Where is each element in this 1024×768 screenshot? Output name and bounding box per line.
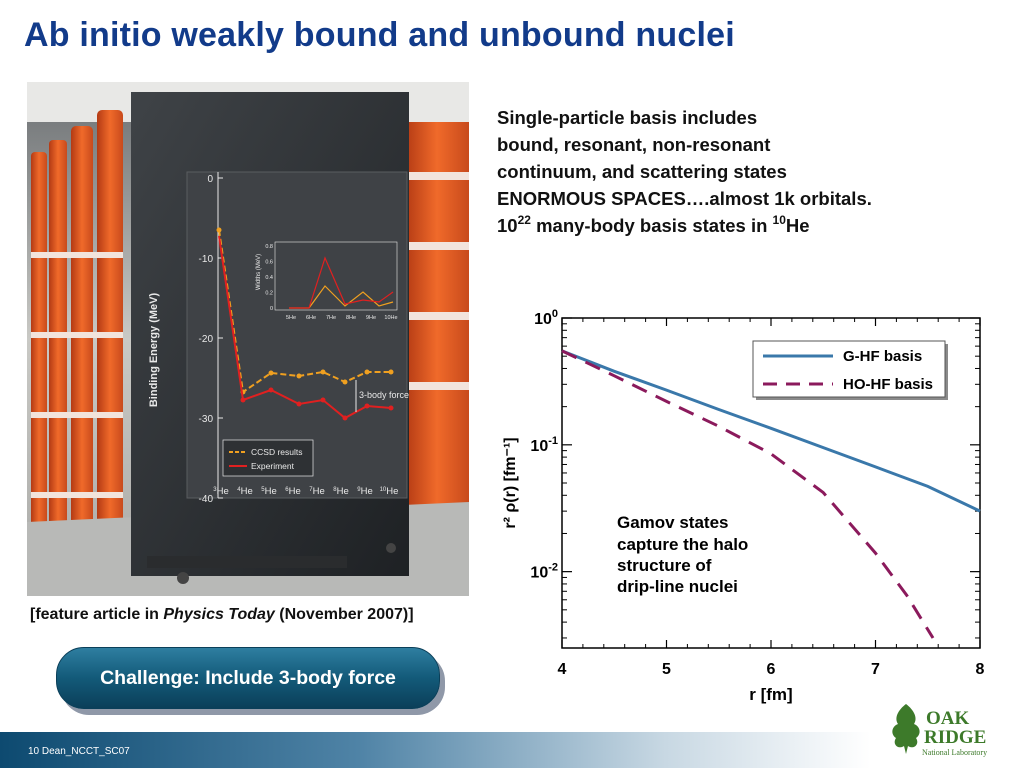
- basis-exponent: 22: [517, 213, 531, 227]
- inner-x-tick-label: 9He: [366, 315, 376, 321]
- inner-x-tick-label: 8He: [346, 315, 356, 321]
- inset-y-tick-label: 0: [207, 174, 213, 185]
- inset-y-tick-label: -20: [199, 334, 214, 345]
- slide-title: Ab initio weakly bound and unbound nucle…: [24, 16, 735, 54]
- inset-x-tick-label: 9He: [357, 486, 373, 497]
- inner-y-tick-label: 0.2: [265, 291, 273, 297]
- cabinet-wheel: [177, 572, 189, 584]
- annotation-line: drip-line nuclei: [617, 577, 738, 596]
- basis-states-line: 1022 many-body basis states in 10He: [497, 212, 872, 242]
- inner-x-ticks: 5He 6He 7He 8He 9He 10He: [286, 315, 398, 321]
- three-body-annotation: 3-body force: [359, 390, 409, 400]
- challenge-button: Challenge: Include 3-body force: [56, 647, 440, 709]
- gamov-annotation: Gamov states capture the halo structure …: [617, 513, 748, 596]
- x-tick-label: 6: [767, 661, 776, 678]
- density-chart: 4 5 6 7 8 100 10-1 10-2 G-HF basis HO-HF basis…: [502, 308, 985, 704]
- logo-text-ridge: RIDGE: [924, 727, 986, 748]
- inner-x-tick-label: 6He: [306, 315, 316, 321]
- x-tick-label: 5: [662, 661, 671, 678]
- basis-prefix: 10: [497, 215, 518, 236]
- y-tick-label: 100: [534, 308, 558, 328]
- axis-ticks: [561, 317, 981, 648]
- x-axis-label: r [fm]: [749, 685, 792, 704]
- inset-ylabel: Binding Energy (MeV): [148, 293, 160, 408]
- basis-description: Single-particle basis includes bound, re…: [497, 104, 872, 242]
- legend-g-hf-label: G-HF basis: [843, 348, 922, 365]
- cabinet-base: [147, 556, 347, 568]
- nucleus-mass: 10: [772, 213, 786, 227]
- inset-y-tick-label: -10: [199, 254, 214, 265]
- supercomputer-photo: Binding Energy (MeV) 0 -10 -20 -30 -40 3He 4H…: [27, 82, 469, 596]
- legend-experiment-label: Experiment: [251, 461, 295, 471]
- basis-middle: many-body basis states in: [530, 215, 773, 236]
- inset-x-tick-label: 5He: [261, 486, 277, 497]
- experiment-points: [240, 387, 394, 421]
- footer-label: 10 Dean_NCCT_SC07: [28, 746, 130, 757]
- inner-ylabel: Widths (MeV): [256, 254, 262, 290]
- description-line: bound, resonant, non-resonant: [497, 134, 771, 155]
- annotation-line: capture the halo: [617, 535, 748, 554]
- logo-text-lab: National Laboratory: [922, 748, 987, 757]
- inset-legend: [222, 439, 314, 477]
- inset-y-ticks: 0 -10 -20 -30 -40: [199, 174, 223, 505]
- inset-x-ticks: 3He 4He 5He 6He 7He 8He 9He 10He: [213, 486, 398, 497]
- x-tick-labels: 4 5 6 7 8: [558, 661, 985, 678]
- footer-bar: [0, 732, 1024, 768]
- chart-series: [561, 349, 981, 639]
- y-tick-label: 10-1: [530, 435, 558, 455]
- inset-x-tick-label: 3He: [213, 486, 229, 497]
- oak-leaf-icon: [892, 704, 920, 754]
- inner-experiment-series: [289, 256, 394, 309]
- inset-x-tick-label: 7He: [309, 486, 325, 497]
- annotation-line: structure of: [617, 556, 712, 575]
- nucleus-symbol: He: [785, 215, 810, 236]
- inset-y-tick-label: -30: [199, 414, 214, 425]
- cabinet-wheel: [386, 543, 396, 553]
- description-line: Single-particle basis includes: [497, 107, 758, 128]
- logo-text-oak: OAK: [926, 708, 970, 729]
- ccsd-points: [216, 227, 394, 395]
- inset-x-tick-label: 8He: [333, 486, 349, 497]
- inner-widths-plot: [274, 241, 398, 311]
- inset-x-tick-label: 4He: [237, 486, 253, 497]
- legend-ho-hf-label: HO-HF basis: [843, 376, 933, 393]
- inset-y-tick-label: -40: [199, 494, 214, 505]
- y-tick-labels: 100 10-1 10-2: [530, 308, 558, 582]
- legend-ccsd-label: CCSD results: [251, 447, 302, 457]
- inner-y-ticks: 0.8 0.6 0.4 0.2 0: [265, 244, 273, 312]
- photo-caption: [feature article in Physics Today (Novem…: [30, 606, 414, 624]
- x-tick-label: 7: [871, 661, 880, 678]
- inner-x-tick-label: 7He: [326, 315, 336, 321]
- x-tick-label: 4: [558, 661, 567, 678]
- inner-y-tick-label: 0: [270, 306, 273, 312]
- chart-legend: [752, 340, 946, 398]
- inner-x-tick-label: 10He: [384, 315, 397, 321]
- oak-ridge-logo: OAK RIDGE National Laboratory: [892, 704, 987, 757]
- caption-prefix: [feature article in: [30, 606, 164, 623]
- x-tick-label: 8: [976, 661, 985, 678]
- inner-y-tick-label: 0.4: [265, 275, 273, 281]
- ccsd-series: [218, 229, 391, 394]
- caption-suffix: (November 2007)]: [274, 606, 414, 623]
- y-tick-label: 10-2: [530, 562, 558, 582]
- g-hf-line: [561, 349, 981, 513]
- description-line: ENORMOUS SPACES….almost 1k orbitals.: [497, 188, 872, 209]
- y-axis-label: r² ρ(r) [fm⁻¹]: [502, 437, 519, 528]
- inner-x-tick-label: 5He: [286, 315, 296, 321]
- cabinet-row: [31, 110, 469, 590]
- inset-x-tick-label: 6He: [285, 486, 301, 497]
- inner-y-tick-label: 0.6: [265, 260, 273, 266]
- description-line: continuum, and scattering states: [497, 161, 787, 182]
- inner-y-tick-label: 0.8: [265, 244, 273, 250]
- annotation-line: Gamov states: [617, 513, 729, 532]
- inset-x-tick-label: 10He: [380, 486, 399, 497]
- caption-journal: Physics Today: [163, 606, 275, 623]
- experiment-series: [218, 235, 392, 420]
